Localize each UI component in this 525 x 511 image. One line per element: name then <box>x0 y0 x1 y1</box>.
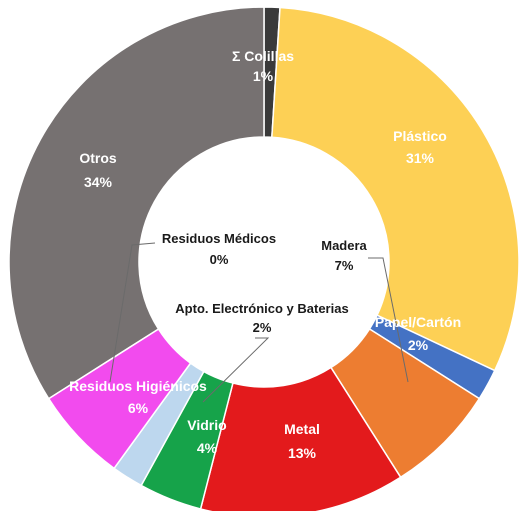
slice-label-name: Metal <box>284 421 320 437</box>
slice-label-name: Residuos Médicos <box>162 231 276 246</box>
slice-otros <box>8 6 265 400</box>
data-label-madera: Madera 7% <box>321 238 367 273</box>
slice-label-value: 7% <box>335 258 354 273</box>
leader-madera <box>368 257 409 383</box>
data-label-apto-electronico-y-baterias: Apto. Electrónico y Baterias 2% <box>175 301 348 335</box>
slice-label-value: 6% <box>128 400 149 416</box>
slice-label-value: 4% <box>197 440 218 456</box>
slice-label-name: Σ Colillas <box>232 48 294 64</box>
slice-label-value: 31% <box>406 150 435 166</box>
slice-label-value: 2% <box>408 337 429 353</box>
data-label-residuos-medicos: Residuos Médicos 0% <box>162 231 276 267</box>
slice-label-name: Otros <box>79 150 117 166</box>
data-label-residuos-higienicos: Residuos Higiénicos 6% <box>69 378 207 416</box>
slice-label-name: Papel/Cartón <box>375 314 461 330</box>
slice-label-value: 2% <box>253 320 272 335</box>
slice-metal <box>199 366 402 511</box>
slice-label-value: 13% <box>288 445 317 461</box>
slice-label-name: Vidrio <box>187 417 226 433</box>
leader-apto-electronico <box>202 337 270 403</box>
slice-label-value: 34% <box>84 174 113 190</box>
slice-label-value: 0% <box>210 252 229 267</box>
data-label-papel-carton: Papel/Cartón 2% <box>375 314 461 353</box>
data-label-vidrio: Vidrio 4% <box>187 417 226 456</box>
slice-label-name: Madera <box>321 238 367 253</box>
slice-label-name: Plástico <box>393 128 447 144</box>
data-label-colillas: Σ Colillas 1% <box>232 48 294 84</box>
slice-label-value: 1% <box>253 68 274 84</box>
slice-plastico <box>271 6 520 372</box>
leader-residuos-medicos <box>109 242 156 383</box>
slice-label-name: Apto. Electrónico y Baterias <box>175 301 348 316</box>
data-label-plastico: Plástico 31% <box>393 128 447 166</box>
data-label-metal: Metal 13% <box>284 421 320 461</box>
slice-label-name: Residuos Higiénicos <box>69 378 207 394</box>
data-label-otros: Otros 34% <box>79 150 117 190</box>
